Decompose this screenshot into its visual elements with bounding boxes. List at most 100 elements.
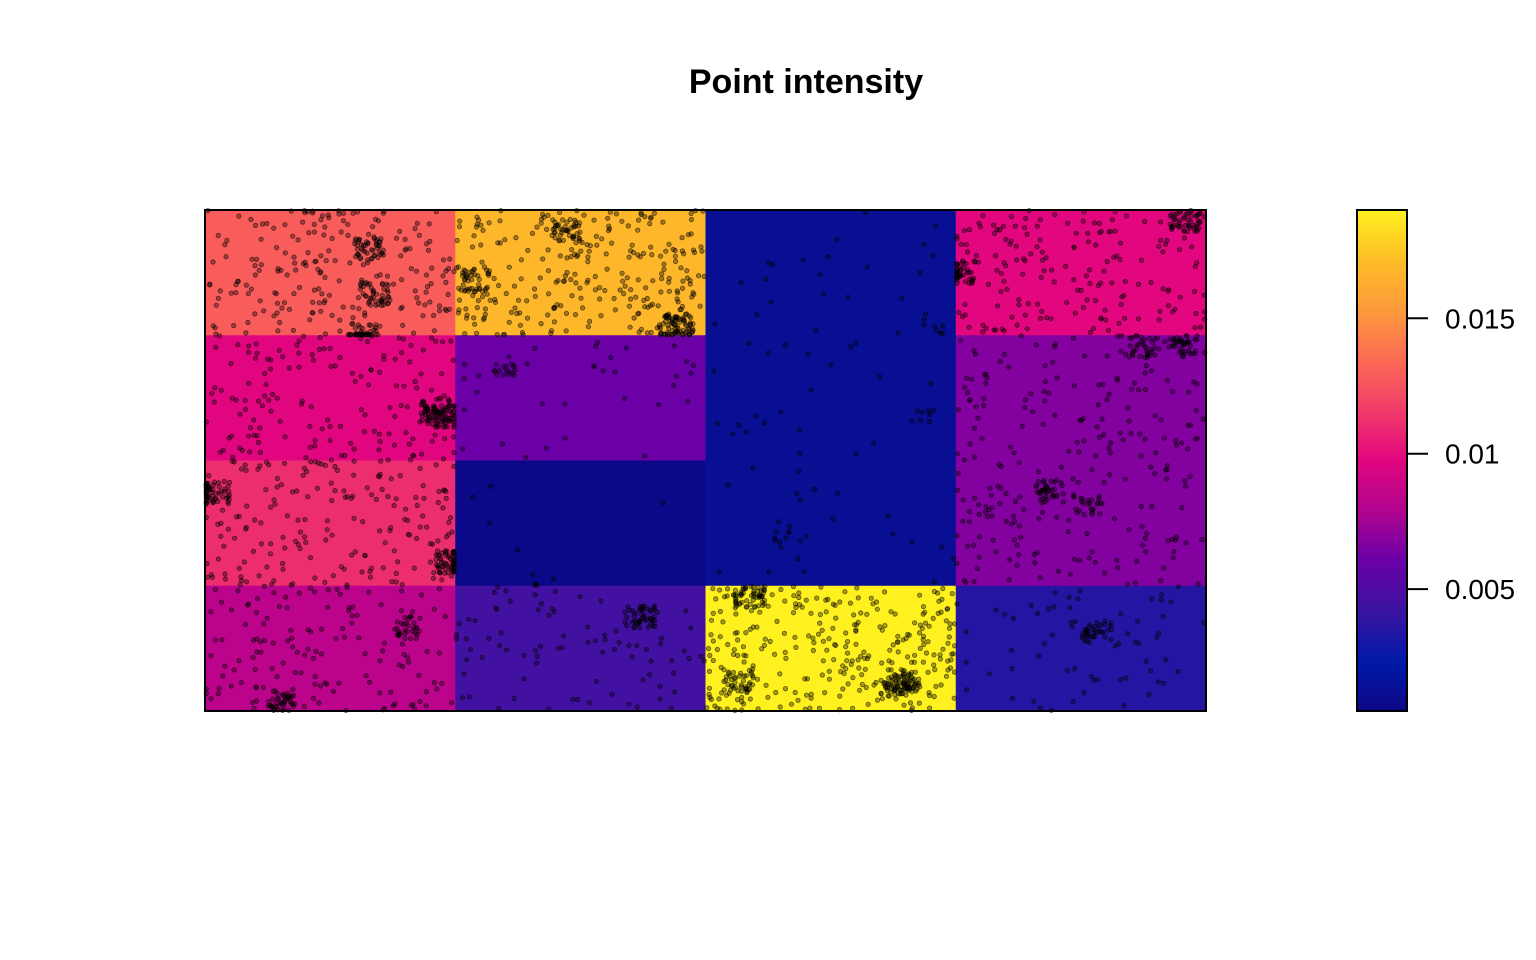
data-point [913,688,919,694]
data-point [1142,218,1148,225]
data-point [402,506,409,512]
data-point [377,690,383,696]
data-point [641,613,647,619]
data-point [670,246,676,252]
data-point [981,395,987,402]
data-point [1126,418,1132,424]
data-point [440,505,446,511]
data-point [377,438,383,445]
data-point [579,305,586,311]
data-point [310,310,316,316]
data-point [228,607,235,613]
data-point [810,635,816,641]
data-point [1045,606,1052,612]
data-point [363,293,369,299]
data-point [642,304,648,310]
data-point [228,290,234,296]
data-point [577,229,583,235]
data-point [307,317,313,323]
data-point [1101,268,1107,274]
data-point [239,577,245,584]
data-point [1064,300,1070,306]
data-point [663,248,669,254]
data-point [1052,486,1058,492]
data-point [606,223,612,229]
data-point [1006,577,1012,583]
data-point [308,404,314,410]
data-point [885,675,892,681]
data-point [1121,702,1127,709]
data-point [1193,213,1199,219]
data-point [295,237,301,243]
data-point [1009,665,1015,672]
data-point [472,272,478,278]
data-point [577,285,583,291]
data-point [931,693,937,700]
data-point [337,354,343,361]
data-point [758,593,764,599]
data-point [352,549,358,555]
data-point [236,565,242,571]
data-point [322,224,328,230]
data-point [440,419,446,425]
data-point [1174,334,1180,341]
heatmap-cell-r3-c2 [455,460,707,587]
data-point [800,256,806,263]
data-point [1106,445,1112,451]
data-point [886,693,892,699]
data-point [251,637,257,643]
data-point [1044,315,1050,321]
data-point [332,463,338,470]
data-point [257,425,263,431]
data-point [564,269,570,276]
data-point [451,269,457,275]
heatmap-cell-r4-c2 [455,585,707,712]
data-point [666,279,672,285]
data-point [371,327,377,333]
data-point [475,297,481,304]
data-point [989,513,995,519]
data-point [959,313,966,320]
data-point [382,540,388,546]
data-point [398,620,405,627]
data-point [431,328,437,334]
data-point [1144,530,1150,536]
data-point [339,625,346,632]
data-point [892,686,898,692]
data-point [434,396,440,402]
data-point [423,272,430,278]
data-point [1070,335,1077,341]
data-point [383,281,390,287]
data-point [757,609,763,615]
data-point [503,363,509,369]
data-point [1079,498,1085,505]
data-point [1091,629,1097,635]
data-point [793,604,799,611]
data-point [1142,535,1149,542]
data-point [884,684,890,690]
data-point [986,671,993,677]
data-point [480,227,486,233]
data-point [281,460,288,466]
data-point [712,703,718,709]
data-point [1119,333,1125,339]
data-point [265,702,271,709]
data-point [518,276,524,282]
data-point [262,370,268,377]
data-point [345,331,352,338]
data-point [385,493,391,500]
data-point [448,699,455,706]
data-point [911,676,917,682]
data-point [1052,212,1058,218]
data-point [354,242,360,248]
data-point [746,340,752,346]
data-point [545,268,552,274]
data-point [1060,491,1067,497]
data-point [1042,362,1048,369]
data-point [1094,424,1100,430]
data-point [506,319,512,325]
data-point [585,324,592,330]
data-point [381,356,387,362]
data-point [290,686,296,692]
data-point [1037,574,1043,580]
